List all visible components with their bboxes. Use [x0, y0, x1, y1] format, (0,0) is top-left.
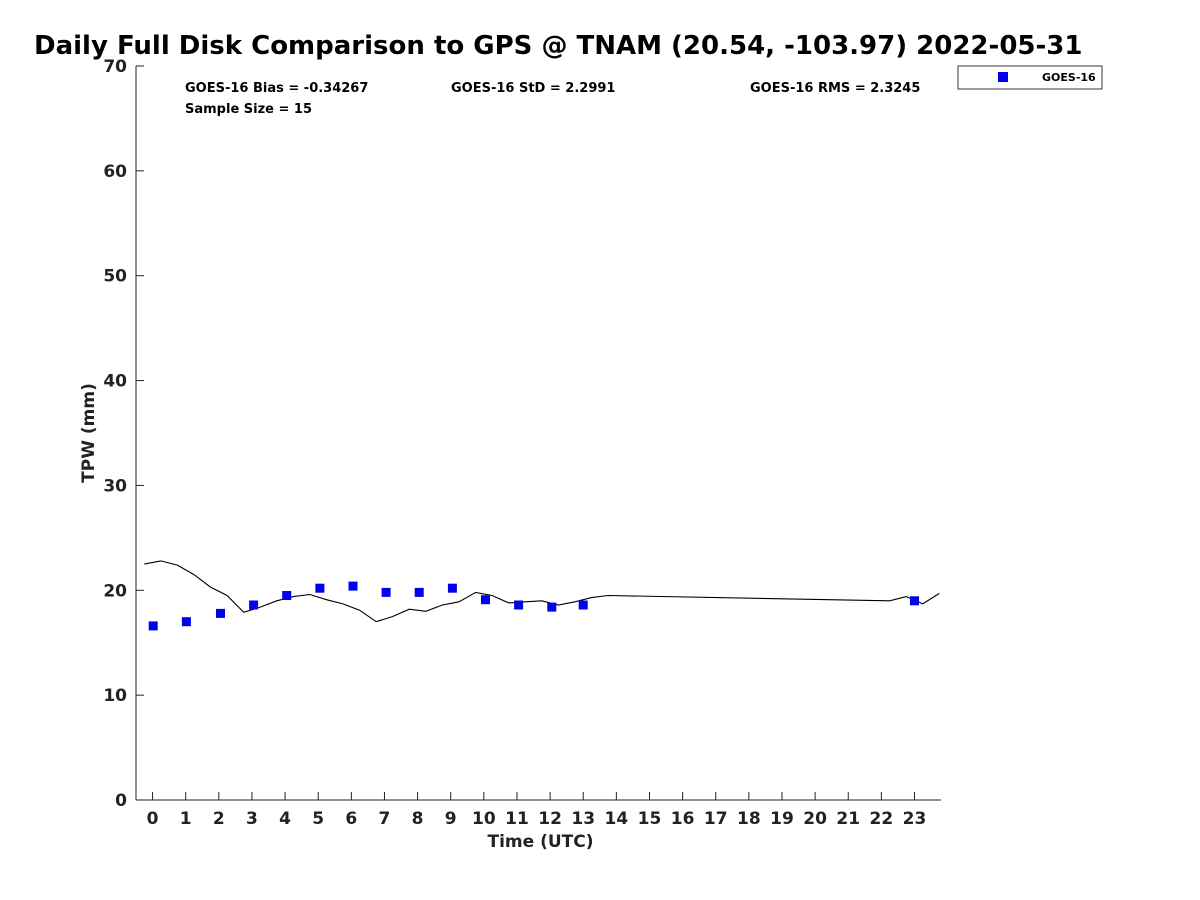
legend-marker — [998, 72, 1008, 82]
stats-annotations: GOES-16 Bias = -0.34267 GOES-16 StD = 2.… — [185, 81, 920, 117]
x-tick-label: 5 — [312, 809, 324, 829]
goes16-point — [148, 621, 158, 631]
y-tick-label: 0 — [115, 791, 127, 811]
y-tick-label: 40 — [103, 372, 127, 392]
stat-sample-size: Sample Size = 15 — [185, 102, 312, 117]
x-tick-label: 11 — [505, 809, 529, 829]
x-tick-label: 2 — [213, 809, 225, 829]
x-axis-label: Time (UTC) — [487, 832, 593, 852]
y-tick-label: 50 — [103, 267, 127, 287]
x-tick-label: 20 — [803, 809, 827, 829]
y-tick-label: 20 — [103, 581, 127, 601]
goes16-markers — [148, 581, 919, 631]
goes16-point — [547, 602, 557, 612]
x-tick-label: 14 — [605, 809, 629, 829]
x-tick-label: 22 — [870, 809, 894, 829]
goes16-point — [514, 600, 524, 610]
gps-line — [144, 560, 940, 623]
x-tick-label: 15 — [638, 809, 662, 829]
gps-series-line — [144, 560, 940, 623]
x-tick-label: 16 — [671, 809, 695, 829]
x-tick-label: 18 — [737, 809, 761, 829]
goes16-point — [447, 583, 457, 593]
goes16-point — [578, 600, 588, 610]
y-tick-label: 60 — [103, 162, 127, 182]
goes16-point — [216, 608, 225, 618]
x-tick-label: 12 — [538, 809, 562, 829]
legend: GOES-16 — [957, 65, 1103, 90]
goes16-point — [249, 600, 259, 610]
x-tick-label: 10 — [472, 809, 496, 829]
x-tick-label: 8 — [412, 809, 424, 829]
chart-title: Daily Full Disk Comparison to GPS @ TNAM… — [34, 31, 1082, 61]
x-tick-label: 13 — [571, 809, 595, 829]
goes16-point — [481, 595, 490, 605]
goes16-point — [282, 591, 292, 600]
y-axis-label: TPW (mm) — [79, 383, 99, 483]
x-tick-label: 21 — [836, 809, 860, 829]
y-tick-label: 10 — [103, 686, 127, 706]
x-tick-label: 9 — [445, 809, 457, 829]
x-tick-label: 19 — [770, 809, 794, 829]
x-tick-label: 6 — [345, 809, 357, 829]
x-tick-label: 23 — [903, 809, 927, 829]
y-tick-label: 30 — [103, 476, 127, 496]
x-tick-label: 4 — [279, 809, 291, 829]
x-tick-label: 7 — [379, 809, 391, 829]
x-tick-label: 17 — [704, 809, 728, 829]
goes16-point — [414, 587, 424, 597]
legend-label: GOES-16 — [1042, 71, 1096, 84]
stat-std: GOES-16 StD = 2.2991 — [451, 81, 615, 96]
stat-rms: GOES-16 RMS = 2.3245 — [750, 81, 920, 96]
x-tick-label: 1 — [180, 809, 192, 829]
stat-bias: GOES-16 Bias = -0.34267 — [185, 81, 368, 96]
goes16-point — [381, 587, 391, 597]
legend-box — [957, 65, 1103, 90]
goes16-point — [315, 583, 325, 593]
y-tick-label: 70 — [103, 57, 127, 77]
x-tick-label: 0 — [147, 809, 159, 829]
goes16-point — [181, 617, 191, 627]
goes16-point — [910, 596, 919, 606]
goes16-point — [348, 581, 358, 591]
x-tick-label: 3 — [246, 809, 258, 829]
